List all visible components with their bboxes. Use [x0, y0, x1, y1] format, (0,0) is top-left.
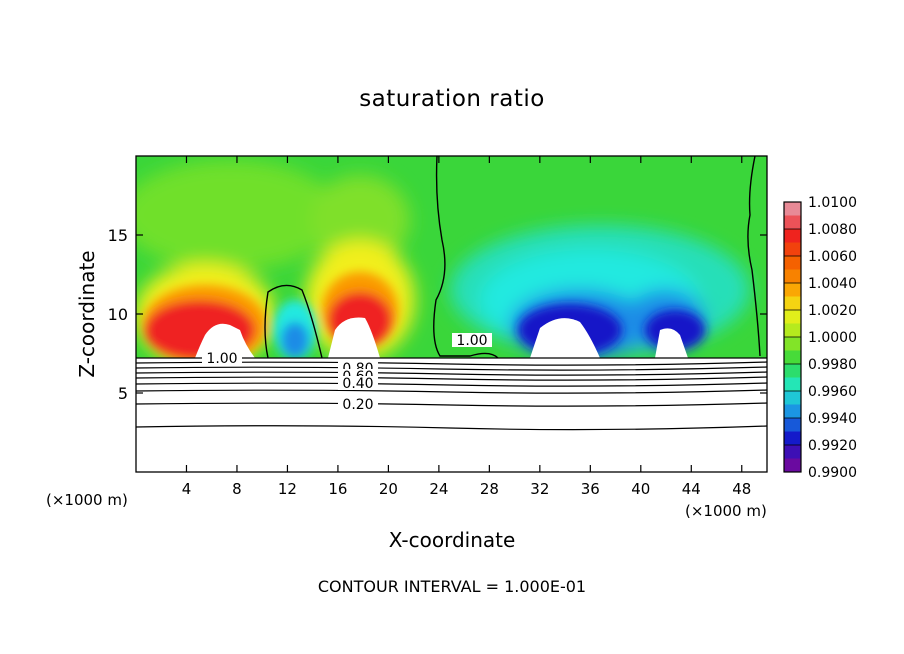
colorbar-band	[784, 229, 801, 243]
colorbar-band	[784, 404, 801, 419]
contour-label-bg	[338, 397, 378, 411]
colorbar-band	[784, 445, 801, 459]
x-axis-label: X-coordinate	[388, 528, 516, 552]
colorbar-band	[784, 310, 801, 324]
x-tick-label: 40	[631, 480, 650, 498]
x-unit-label-left: (×1000 m)	[46, 491, 128, 509]
x-tick-label: 36	[581, 480, 600, 498]
chart-title: saturation ratio	[359, 86, 545, 112]
colorbar-band	[784, 202, 801, 216]
colorbar-band	[784, 391, 801, 405]
colorbar-band	[784, 242, 801, 257]
y-axis: 5 10 15	[108, 226, 767, 403]
colorbar-label: 1.0020	[808, 303, 857, 319]
colorbar: 1.0100 1.0080 1.0060 1.0040 1.0020 1.0000 0.99…	[783, 195, 857, 481]
colorbar-label: 1.0100	[808, 195, 857, 211]
colorbar-label: 1.0000	[808, 330, 857, 346]
y-axis-label: Z-coordinate	[75, 250, 99, 377]
x-axis: 4 8 12 16 20 24 28 32 36 40 44 48	[182, 156, 751, 498]
x-tick-label: 48	[732, 480, 751, 498]
contour-label-group: 1.001.000.800.600.400.20	[202, 333, 492, 413]
colorbar-label: 0.9940	[808, 411, 857, 427]
colorbar-label: 0.9900	[808, 465, 857, 481]
colorbar-label: 1.0040	[808, 276, 857, 292]
contour-label: 0.40	[342, 376, 373, 392]
colorbar-band	[784, 431, 801, 446]
colorbar-label: 0.9960	[808, 384, 857, 400]
x-tick-label: 32	[530, 480, 549, 498]
colorbar-band	[784, 215, 801, 230]
colorbar-band	[784, 418, 801, 432]
colorbar-band	[784, 337, 801, 351]
y-tick-label: 5	[118, 384, 128, 403]
colorbar-band	[784, 283, 801, 297]
colorbar-band	[784, 377, 801, 392]
colorbar-label: 0.9920	[808, 438, 857, 454]
contour-label-bg	[202, 351, 242, 365]
y-tick-label: 10	[108, 305, 128, 324]
colorbar-band	[784, 256, 801, 270]
colorbar-band	[784, 269, 801, 284]
contour-interval-note: CONTOUR INTERVAL = 1.000E-01	[317, 577, 587, 596]
x-unit-label-right: (×1000 m)	[685, 502, 767, 520]
x-tick-label: 44	[682, 480, 701, 498]
contour-label-bg	[338, 376, 378, 390]
x-tick-label: 24	[429, 480, 448, 498]
colorbar-label: 0.9980	[808, 357, 857, 373]
colorbar-band	[784, 458, 801, 473]
y-tick-label: 15	[108, 226, 128, 245]
colorbar-label: 1.0080	[808, 222, 857, 238]
x-tick-label: 12	[278, 480, 297, 498]
x-tick-label: 28	[480, 480, 499, 498]
colorbar-band	[784, 350, 801, 365]
x-tick-label: 20	[379, 480, 398, 498]
colorbar-band	[784, 364, 801, 378]
x-tick-label: 8	[232, 480, 242, 498]
colorbar-band	[784, 323, 801, 338]
contour-label: 0.20	[342, 397, 373, 413]
colorbar-label: 1.0060	[808, 249, 857, 265]
contour-label: 1.00	[206, 351, 237, 367]
contour-label: 1.00	[456, 333, 487, 349]
colorbar-band	[784, 296, 801, 311]
x-tick-label: 4	[182, 480, 192, 498]
x-tick-label: 16	[328, 480, 347, 498]
contour-label-bg	[452, 333, 492, 347]
